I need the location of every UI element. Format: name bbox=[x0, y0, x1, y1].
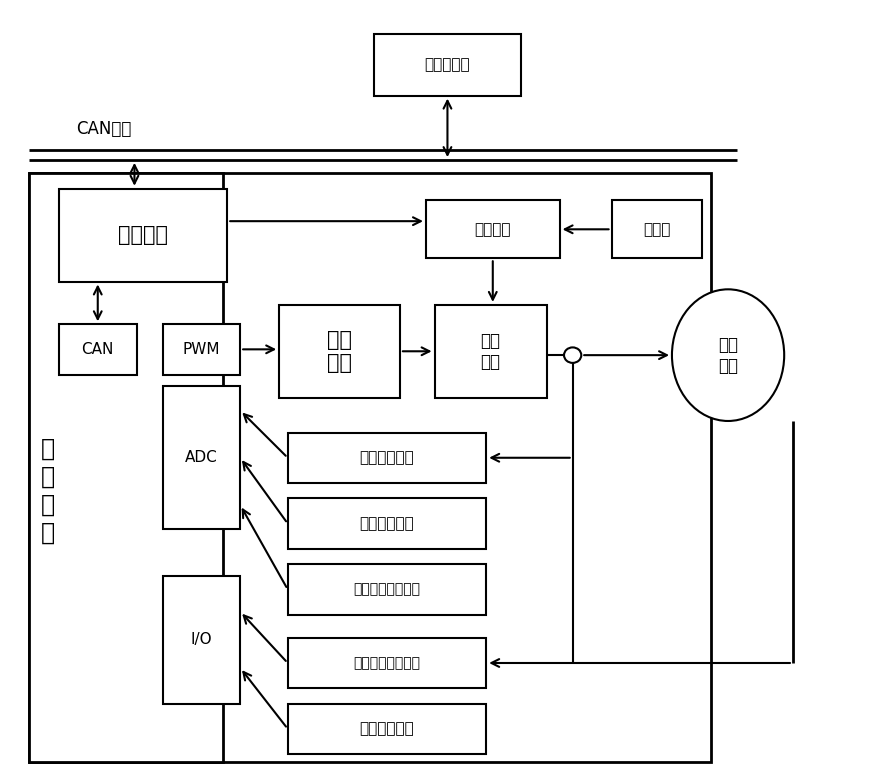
Text: I/O: I/O bbox=[190, 633, 212, 647]
Bar bbox=[288, 564, 487, 615]
Bar bbox=[288, 638, 487, 688]
Bar bbox=[59, 324, 136, 374]
Text: 整车控制器: 整车控制器 bbox=[425, 57, 470, 73]
Bar bbox=[163, 576, 240, 704]
Bar bbox=[163, 386, 240, 530]
Text: 电池组: 电池组 bbox=[643, 222, 671, 237]
Bar bbox=[288, 433, 487, 483]
Circle shape bbox=[564, 347, 581, 363]
Text: 无刷
电机: 无刷 电机 bbox=[718, 335, 738, 374]
Text: 电流检测电路: 电流检测电路 bbox=[360, 450, 415, 465]
Bar bbox=[374, 34, 521, 96]
Text: ADC: ADC bbox=[185, 450, 218, 465]
Text: 通信单元: 通信单元 bbox=[118, 225, 168, 245]
Text: 电池电压检测电路: 电池电压检测电路 bbox=[354, 583, 421, 597]
Text: 驱动
电路: 驱动 电路 bbox=[327, 330, 352, 373]
Text: 短路检测电路: 短路检测电路 bbox=[360, 722, 415, 736]
Text: 温度检测电路: 温度检测电路 bbox=[360, 516, 415, 531]
Bar bbox=[29, 173, 223, 762]
Text: 控
制
单
元: 控 制 单 元 bbox=[41, 437, 55, 544]
Text: CAN总线: CAN总线 bbox=[76, 120, 131, 138]
Bar bbox=[612, 200, 702, 258]
Bar bbox=[434, 305, 547, 398]
Bar bbox=[288, 704, 487, 754]
Text: 逆变
电路: 逆变 电路 bbox=[481, 332, 501, 370]
Ellipse shape bbox=[672, 289, 784, 421]
Bar bbox=[59, 189, 228, 282]
Bar bbox=[163, 324, 240, 374]
Text: CAN: CAN bbox=[82, 342, 114, 356]
Text: PWM: PWM bbox=[182, 342, 220, 356]
Bar bbox=[29, 173, 711, 762]
Bar bbox=[279, 305, 400, 398]
Text: 主接触器: 主接触器 bbox=[474, 222, 511, 237]
Text: 转子位置检测电路: 转子位置检测电路 bbox=[354, 656, 421, 670]
Bar bbox=[426, 200, 560, 258]
Bar bbox=[288, 498, 487, 549]
